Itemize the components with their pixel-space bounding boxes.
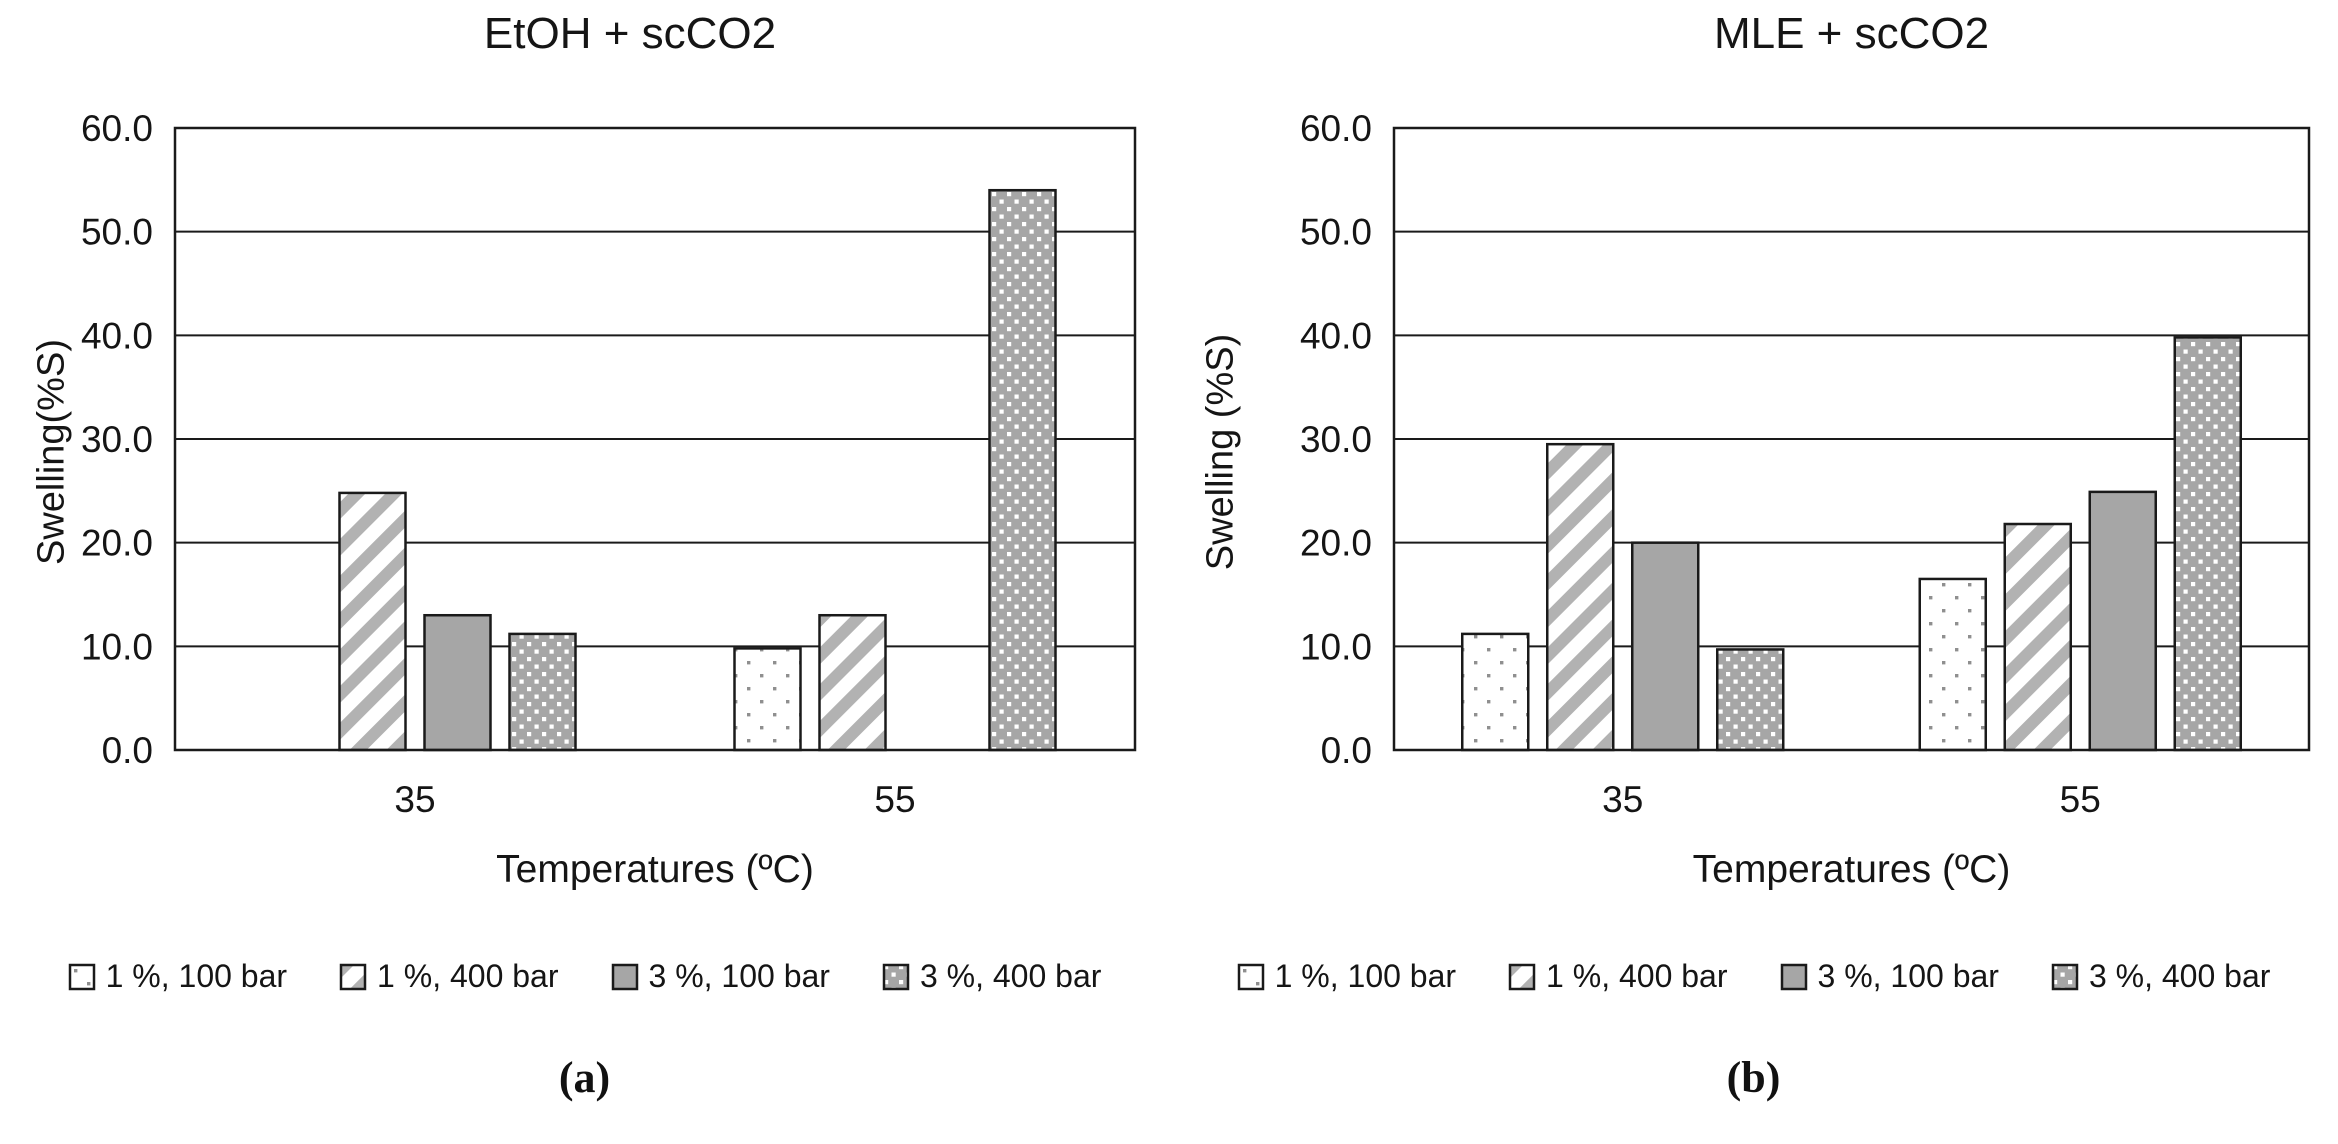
legend-swatch-dots-light <box>68 963 95 990</box>
chart-a-legend: 1 %, 100 bar 1 %, 400 bar 3 %, 100 bar 3 %,… <box>0 958 1169 995</box>
legend-label: 3 %, 400 bar <box>2088 958 2271 994</box>
chart-panel-a: EtOH + scCO2 Swelling(%S) 35 55 0.0 10.0 20.… <box>0 9 1169 1102</box>
legend-item-3100bar: 3 %, 100 bar <box>1780 958 1999 995</box>
y-tick-label-30.0: 30.0 <box>81 419 153 460</box>
legend-item-1100bar: 1 %, 100 bar <box>68 958 287 995</box>
y-tick-label-40.0: 40.0 <box>1300 315 1372 356</box>
legend-swatch-rect <box>1780 963 1807 990</box>
y-tick-label-0.0: 0.0 <box>102 730 153 771</box>
legend-swatch-rect <box>882 963 910 990</box>
legend-label: 3 %, 100 bar <box>648 958 830 994</box>
y-tick-label-40.0: 40.0 <box>81 315 153 356</box>
x-tick-label-35: 35 <box>394 779 435 820</box>
chart-panel-b: MLE + scCO2 Swelling (%S) 35 55 0.0 10.0 20.… <box>1169 0 2338 1144</box>
legend-item-3100bar: 3 %, 100 bar <box>611 958 830 995</box>
legend-label: 1 %, 400 bar <box>1546 958 1728 994</box>
legend-item-1400bar: 1 %, 400 bar <box>339 958 559 995</box>
legend-label: 1 %, 400 bar <box>377 958 559 994</box>
legend-label: 3 %, 400 bar <box>919 958 1102 994</box>
bar-1100bar-35 <box>1461 632 1530 752</box>
bar-1100bar-55 <box>1918 577 1987 752</box>
legend-swatch-rect <box>1237 963 1264 990</box>
plot-border <box>1392 126 2311 752</box>
x-tick-label-35: 35 <box>1602 779 1643 820</box>
legend-swatch-dots-dense <box>882 963 910 990</box>
bar-3100bar-55 <box>2088 490 2157 752</box>
legend-swatch-diag-stripes <box>1508 963 1536 990</box>
bar-1400bar-35 <box>1546 442 1615 752</box>
chart-b-caption: (b) <box>1726 1053 1781 1102</box>
chart-a-title: EtOH + scCO2 <box>483 9 777 58</box>
legend-item-1100bar: 1 %, 100 bar <box>1237 958 1456 995</box>
y-tick-label-50.0: 50.0 <box>1300 212 1372 253</box>
legend-swatch-diag-stripes <box>339 963 367 990</box>
chart-b-title: MLE + scCO2 <box>1713 9 1990 58</box>
bar-3100bar-35 <box>1631 541 1700 752</box>
y-tick-label-10.0: 10.0 <box>1300 626 1372 667</box>
bar-3400bar-35 <box>1716 648 1785 752</box>
legend-item-3400bar: 3 %, 400 bar <box>882 958 1101 995</box>
legend-swatch-solid-gray <box>611 963 638 990</box>
legend-item-3400bar: 3 %, 400 bar <box>2051 958 2270 995</box>
bar-1400bar-55 <box>2003 522 2072 752</box>
bar-3400bar-55 <box>2173 336 2242 752</box>
legend-swatch-rect <box>68 963 95 990</box>
bar-3100bar-35 <box>423 613 492 752</box>
bar-3400bar-35 <box>508 632 577 752</box>
chart-b-legend: 1 %, 100 bar 1 %, 400 bar 3 %, 100 bar 3 %,… <box>1169 958 2338 995</box>
legend-label: 1 %, 100 bar <box>1274 958 1457 994</box>
y-tick-label-20.0: 20.0 <box>1300 523 1372 564</box>
y-tick-label-30.0: 30.0 <box>1300 419 1372 460</box>
bar-chart-b: 35 55 0.0 10.0 20.0 30.0 40.0 50.0 60.0 Temperatu… <box>1300 108 2311 891</box>
bar-1100bar-55 <box>733 647 802 752</box>
legend-swatch-dots-dense <box>2051 963 2079 990</box>
legend-swatch-rect <box>339 963 367 990</box>
bar-3400bar-55 <box>988 188 1057 752</box>
bar-1400bar-35 <box>338 491 407 752</box>
x-axis-label: Temperatures (ºC) <box>1693 848 2011 891</box>
legend-swatch-dots-light <box>1237 963 1264 990</box>
y-tick-label-10.0: 10.0 <box>81 626 153 667</box>
legend-item-1400bar: 1 %, 400 bar <box>1508 958 1728 995</box>
legend-label: 1 %, 100 bar <box>105 958 288 994</box>
legend-swatch-rect <box>2051 963 2079 990</box>
y-tick-label-60.0: 60.0 <box>1300 108 1372 149</box>
y-tick-label-60.0: 60.0 <box>81 108 153 149</box>
plot-border <box>173 126 1137 752</box>
legend-swatch-solid-gray <box>1780 963 1807 990</box>
legend-label: 3 %, 100 bar <box>1817 958 1999 994</box>
x-tick-label-55: 55 <box>874 779 915 820</box>
bar-chart-a: 35 55 0.0 10.0 20.0 30.0 40.0 50.0 60.0 Temperatu… <box>81 108 1137 891</box>
x-tick-label-55: 55 <box>2060 779 2101 820</box>
y-tick-label-0.0: 0.0 <box>1321 730 1372 771</box>
y-tick-label-20.0: 20.0 <box>81 523 153 564</box>
bar-1400bar-55 <box>818 613 887 752</box>
y-tick-label-50.0: 50.0 <box>81 212 153 253</box>
legend-swatch-rect <box>611 963 638 990</box>
chart-a-caption: (a) <box>558 1053 611 1102</box>
x-axis-label: Temperatures (ºC) <box>496 848 814 891</box>
legend-swatch-rect <box>1508 963 1536 990</box>
